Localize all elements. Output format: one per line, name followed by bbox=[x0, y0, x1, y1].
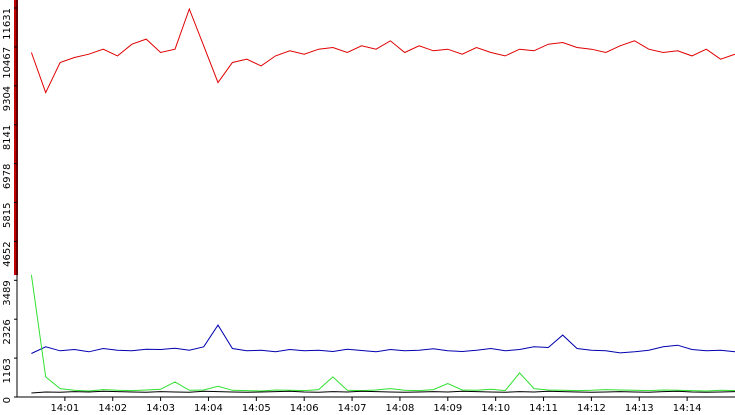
x-tick-label: 14:02 bbox=[98, 403, 127, 414]
x-tick-label: 14:13 bbox=[625, 403, 654, 414]
series-line bbox=[30, 274, 735, 392]
x-tick-label: 14:03 bbox=[146, 403, 175, 414]
series-line bbox=[31, 390, 735, 394]
x-tick-label: 14:14 bbox=[673, 403, 702, 414]
y-tick-label: 0 bbox=[2, 397, 13, 403]
y-tick-label: 8141 bbox=[2, 125, 13, 150]
x-tick-label: 14:11 bbox=[529, 403, 558, 414]
y-tick-label: 11631 bbox=[2, 8, 13, 40]
y-tick-label: 4652 bbox=[2, 241, 13, 266]
axis-highlight bbox=[14, 0, 18, 275]
y-tick-label: 2326 bbox=[2, 319, 13, 344]
x-tick-label: 14:08 bbox=[386, 403, 415, 414]
y-tick-label: 9304 bbox=[2, 86, 13, 111]
x-tick-label: 14:04 bbox=[194, 403, 223, 414]
series-line bbox=[31, 324, 735, 354]
y-tick-label: 10467 bbox=[2, 47, 13, 79]
y-tick-label: 1163 bbox=[2, 358, 13, 383]
x-tick-label: 14:12 bbox=[577, 403, 606, 414]
y-tick-label: 6978 bbox=[2, 164, 13, 189]
x-tick-label: 14:10 bbox=[481, 403, 510, 414]
y-tick-label: 5815 bbox=[2, 203, 13, 228]
x-tick-label: 14:09 bbox=[433, 403, 462, 414]
y-tick-label: 3489 bbox=[2, 280, 13, 305]
x-tick-label: 14:05 bbox=[242, 403, 271, 414]
x-tick-label: 14:07 bbox=[338, 403, 367, 414]
series-line bbox=[30, 7, 735, 94]
x-tick-label: 14:01 bbox=[50, 403, 79, 414]
x-tick-label: 14:06 bbox=[290, 403, 319, 414]
